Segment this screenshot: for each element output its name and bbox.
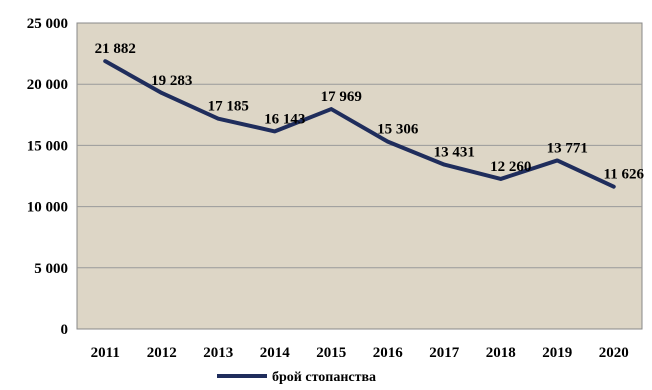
y-tick-label: 10 000: [27, 200, 68, 216]
series-line: [103, 59, 616, 189]
data-label: 15 306: [377, 122, 419, 138]
y-tick-label: 0: [61, 322, 69, 338]
x-tick-label: 2019: [542, 345, 572, 361]
data-label: 17 969: [321, 89, 362, 105]
data-label: 11 626: [604, 167, 645, 183]
y-tick-label: 5 000: [34, 261, 68, 277]
y-tick-label: 25 000: [27, 16, 68, 32]
x-tick-label: 2020: [599, 345, 629, 361]
x-tick-label: 2017: [429, 345, 460, 361]
x-tick-label: 2014: [260, 345, 291, 361]
x-axis-ticks: 2011 2012 2013 2014 2015 2016 2017 2018 2019 2020: [91, 345, 629, 361]
y-tick-label: 15 000: [27, 138, 68, 154]
x-tick-label: 2018: [486, 345, 516, 361]
x-tick-label: 2016: [373, 345, 404, 361]
data-label: 16 143: [264, 111, 305, 127]
x-tick-label: 2011: [91, 345, 120, 361]
x-tick-label: 2013: [203, 345, 233, 361]
plot-area: [76, 22, 643, 330]
data-labels: 21 882 19 283 17 185 16 143 17 969 15 306 13 4…: [95, 41, 645, 183]
x-tick-label: 2015: [316, 345, 346, 361]
data-label: 13 771: [547, 140, 588, 156]
y-axis-ticks: 0 5 000 10 000 15 000 20 000 25 000: [27, 16, 68, 338]
legend: брой стопанства: [217, 370, 376, 385]
x-tick-label: 2012: [147, 345, 177, 361]
series-group: [103, 59, 616, 189]
data-label: 19 283: [151, 73, 192, 89]
data-label: 17 185: [208, 99, 249, 115]
gridlines: [77, 83, 642, 269]
data-label: 21 882: [95, 41, 136, 57]
data-label: 12 260: [490, 159, 531, 175]
y-tick-label: 20 000: [27, 77, 68, 93]
legend-label: брой стопанства: [272, 370, 376, 385]
data-label: 13 431: [434, 145, 475, 161]
